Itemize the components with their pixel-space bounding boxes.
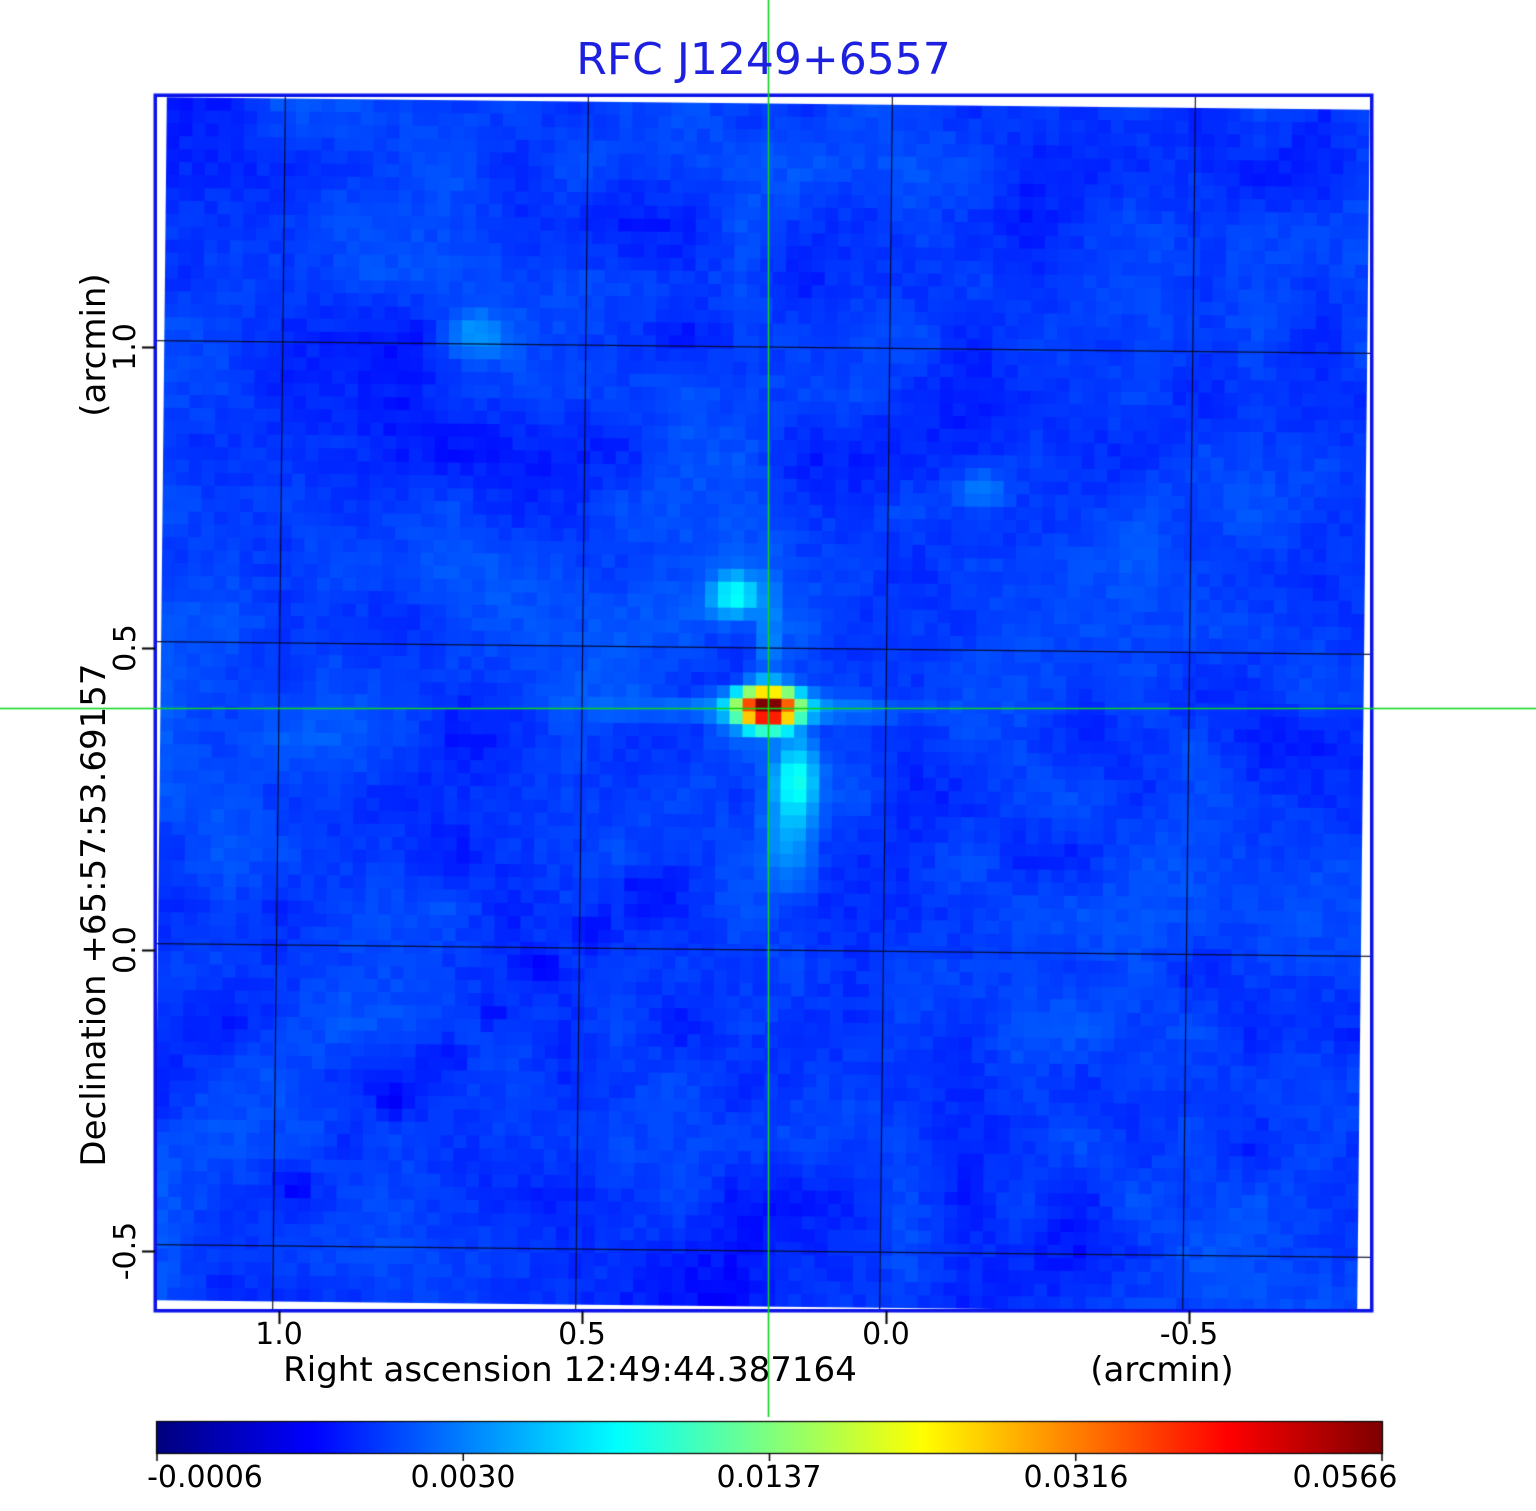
x-axis-label: Right ascension 12:49:44.387164 <box>283 1350 857 1390</box>
colorbar-tick-label: -0.0006 <box>147 1460 263 1495</box>
x-tick-label: -0.5 <box>1159 1317 1219 1352</box>
colorbar-tick-label: 0.0137 <box>716 1460 822 1495</box>
y-axis-unit: (arcmin) <box>74 273 114 417</box>
y-axis-label: Declination +65:57:53.69157 <box>74 663 114 1167</box>
colorbar-tick-label: 0.0030 <box>410 1460 516 1495</box>
x-axis-unit: (arcmin) <box>1090 1350 1234 1390</box>
x-tick-label: 1.0 <box>255 1317 303 1352</box>
colorbar-tick-label: 0.0566 <box>1292 1460 1398 1495</box>
plot-title: RFC J1249+6557 <box>576 34 951 85</box>
x-tick-label: 0.0 <box>862 1317 910 1352</box>
x-tick-label: 0.5 <box>558 1317 606 1352</box>
colorbar-tick-label: 0.0316 <box>1023 1460 1129 1495</box>
